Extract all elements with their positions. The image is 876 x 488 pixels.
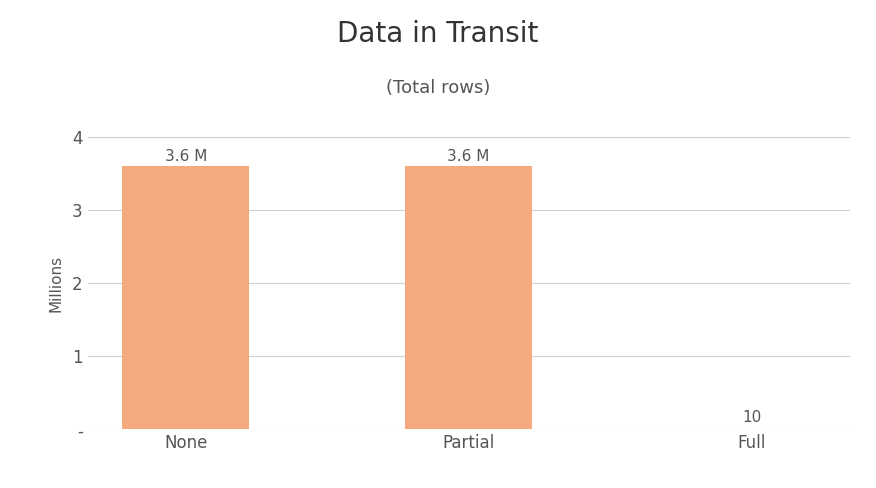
Text: Data in Transit: Data in Transit	[337, 20, 539, 48]
Text: 3.6 M: 3.6 M	[448, 149, 490, 163]
Y-axis label: Millions: Millions	[49, 254, 64, 312]
Bar	[405, 166, 533, 429]
Text: 10: 10	[742, 410, 761, 425]
Bar	[123, 166, 250, 429]
Text: (Total rows): (Total rows)	[385, 79, 491, 97]
Text: 3.6 M: 3.6 M	[165, 149, 207, 163]
